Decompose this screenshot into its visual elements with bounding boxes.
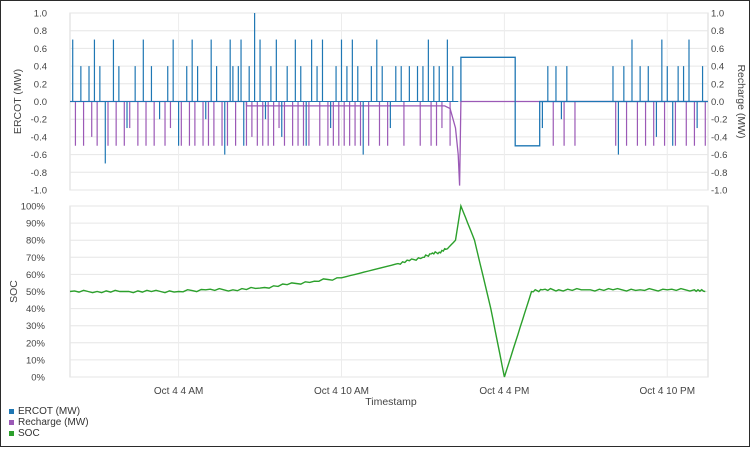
top-right-tick-label: -0.2 [711,115,727,126]
bottom-tick-label: 40% [26,304,46,315]
top-left-axis-title: ERCOT (MW) [12,69,24,134]
legend-swatch-ercot [9,409,14,414]
top-left-tick-label: -1.0 [31,186,47,197]
top-left-tick-label: 0.4 [34,62,47,73]
top-left-tick-label: 1.0 [34,9,47,20]
ercot-step-line [460,56,708,147]
recharge-baseline-line [70,100,708,186]
top-left-tick-label: -0.6 [31,150,47,161]
bottom-tick-label: 30% [26,321,46,332]
x-tick-label: Oct 4 10 AM [314,386,369,397]
legend: ERCOT (MW) Recharge (MW) SOC [9,406,89,439]
top-left-tick-label: 0.8 [34,26,47,37]
top-left-tick-label: 0.6 [34,44,47,55]
top-panel-series [70,13,708,186]
legend-swatch-recharge [9,420,14,425]
top-right-tick-label: 0.6 [711,44,724,55]
soc-line [69,203,706,378]
top-right-tick-label: 0.4 [711,62,724,73]
legend-label-recharge: Recharge (MW) [18,417,89,428]
x-axis-title: Timestamp [365,396,417,408]
bottom-tick-label: 0% [31,373,45,384]
top-left-tick-label: -0.2 [31,115,47,126]
legend-item-recharge[interactable]: Recharge (MW) [9,417,89,428]
legend-item-ercot[interactable]: ERCOT (MW) [9,406,89,417]
top-left-tick-label: 0.0 [34,97,47,108]
legend-label-soc: SOC [18,428,40,439]
bottom-tick-label: 50% [26,287,46,298]
legend-swatch-soc [9,431,14,436]
top-right-axis-title: Recharge (MW) [735,64,747,138]
bottom-tick-label: 70% [26,253,46,264]
bottom-tick-label: 60% [26,270,46,281]
top-right-tick-label: 0.8 [711,26,724,37]
top-left-tick-label: -0.4 [31,132,47,143]
top-right-tick-label: 0.2 [711,79,724,90]
x-tick-label: Oct 4 10 PM [639,386,695,397]
bottom-tick-label: 80% [26,236,46,247]
top-right-tick-label: -1.0 [711,186,727,197]
legend-label-ercot: ERCOT (MW) [18,406,81,417]
top-right-tick-label: -0.4 [711,132,727,143]
bottom-panel-grid [69,205,709,378]
bottom-tick-label: 100% [21,202,46,213]
x-tick-label: Oct 4 4 PM [479,386,529,397]
bottom-tick-label: 20% [26,338,46,349]
top-right-tick-label: 1.0 [711,9,724,20]
axis-labels: 1.0 0.8 0.6 0.4 0.2 0.0 -0.2 -0.4 -0.6 -0.8 -1.0 1.… [8,9,747,409]
bottom-tick-label: 10% [26,355,46,366]
top-right-tick-label: -0.8 [711,168,727,179]
bottom-tick-label: 90% [26,219,46,230]
x-tick-label: Oct 4 4 AM [154,386,203,397]
top-left-tick-label: 0.2 [34,79,47,90]
top-left-tick-label: -0.8 [31,168,47,179]
top-right-tick-label: -0.6 [711,150,727,161]
legend-item-soc[interactable]: SOC [9,428,89,439]
bottom-axis-title: SOC [8,280,20,303]
bottom-panel-series [69,203,706,378]
top-right-tick-label: 0.0 [711,97,724,108]
